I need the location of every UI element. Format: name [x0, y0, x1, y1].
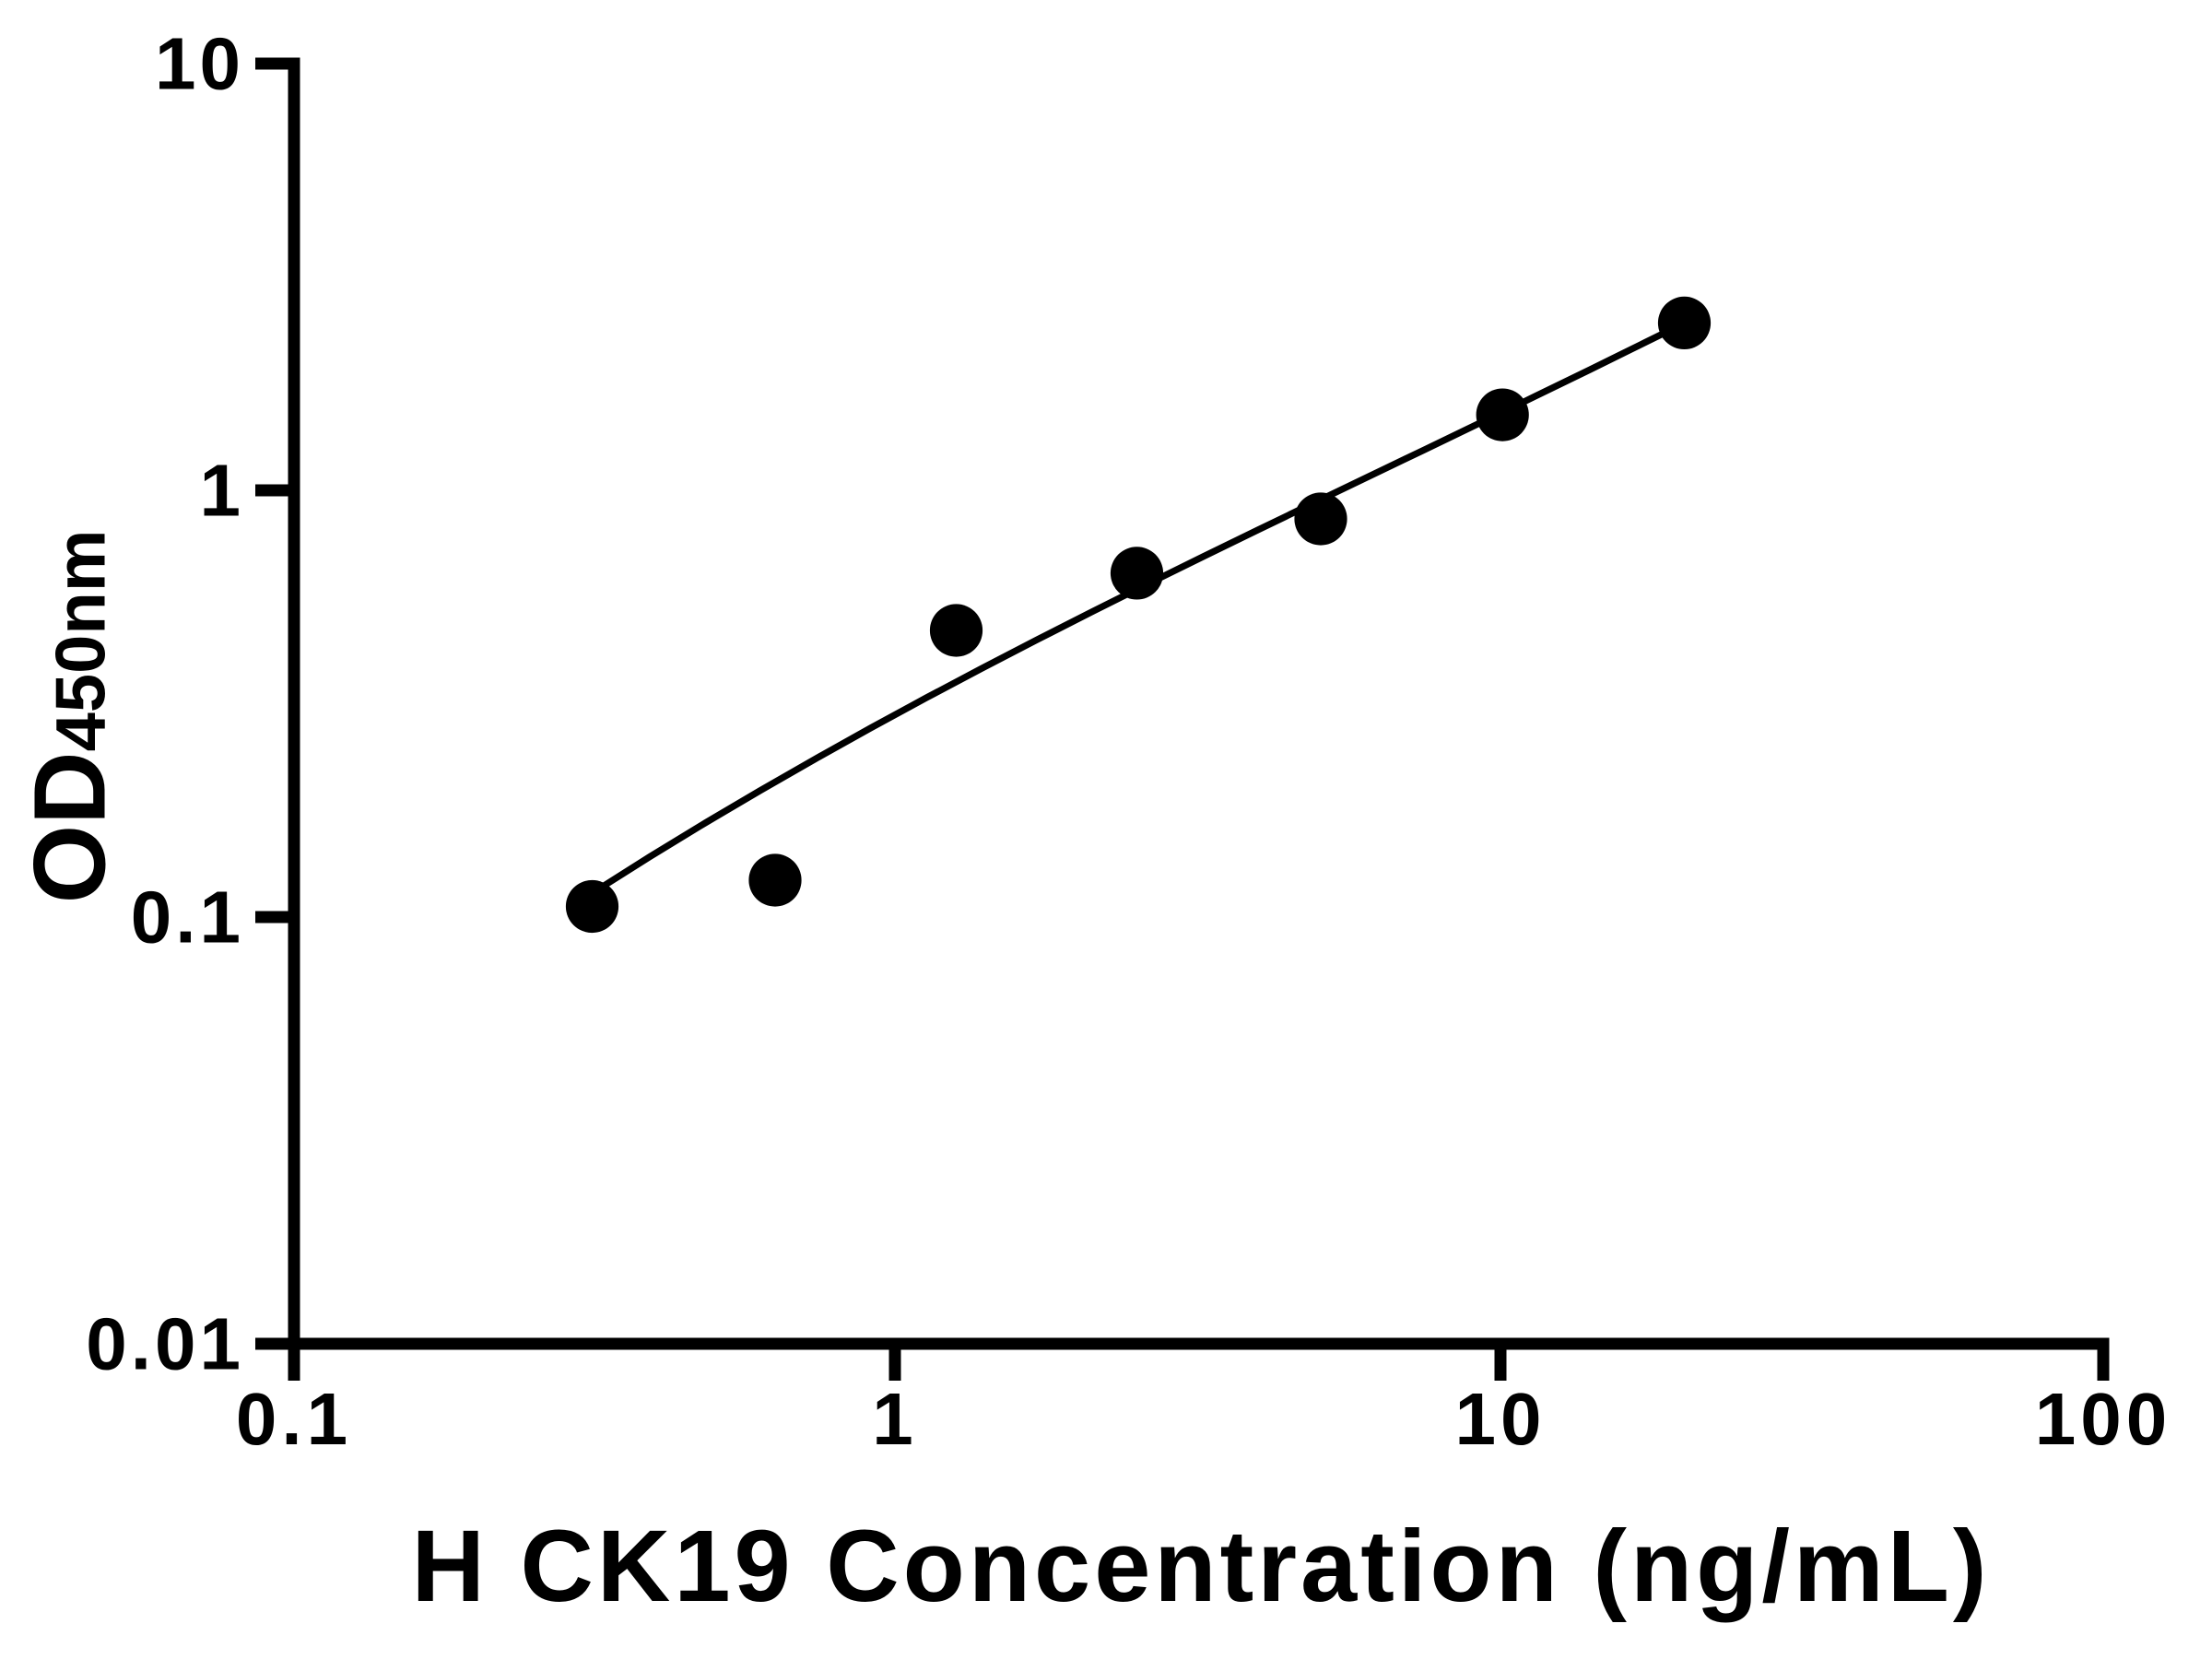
svg-text:0.01: 0.01: [86, 1303, 244, 1385]
svg-text:OD450nm: OD450nm: [14, 530, 127, 904]
svg-text:0.1: 0.1: [131, 877, 244, 959]
svg-text:100: 100: [2035, 1378, 2171, 1460]
svg-text:10: 10: [1455, 1378, 1547, 1460]
svg-text:H CK19 Concentration (ng/mL): H CK19 Concentration (ng/mL): [411, 1510, 1990, 1623]
svg-text:10: 10: [155, 23, 244, 105]
svg-text:1: 1: [200, 450, 245, 532]
svg-text:1: 1: [872, 1378, 918, 1460]
svg-text:0.1: 0.1: [236, 1378, 352, 1460]
